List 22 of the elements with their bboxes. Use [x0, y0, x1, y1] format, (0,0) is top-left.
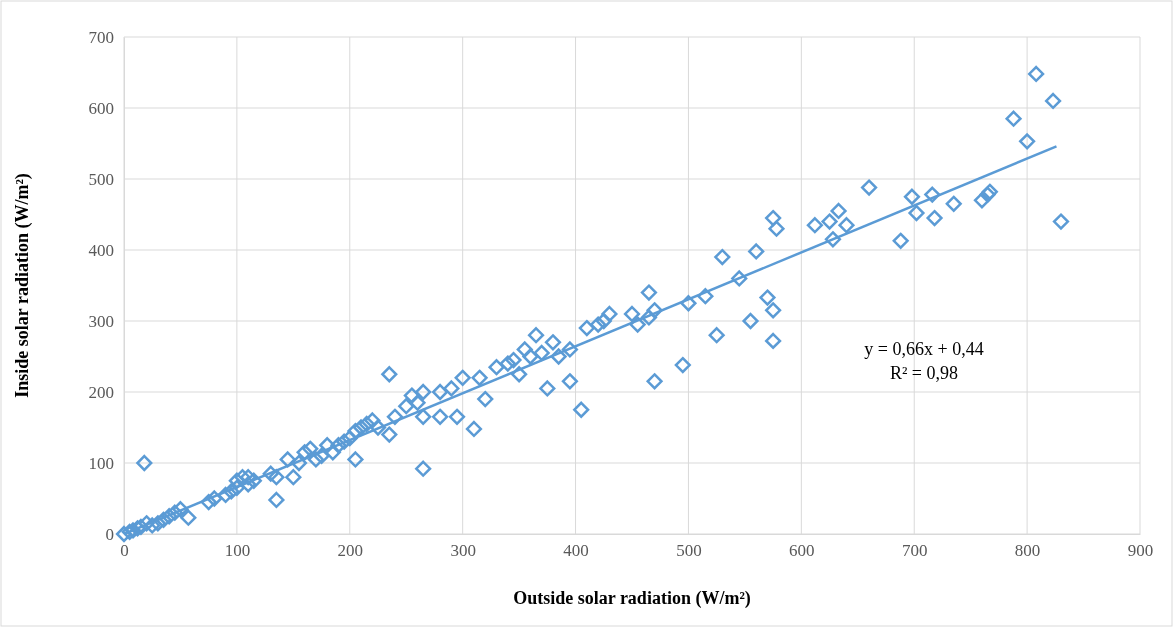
x-tick-label: 700	[901, 541, 928, 561]
y-tick-label: 100	[88, 453, 114, 473]
y-tick-label: 200	[88, 382, 114, 402]
y-tick-label: 600	[88, 98, 114, 118]
y-tick-label: 0	[105, 524, 114, 544]
x-tick-label: 900	[1127, 541, 1154, 561]
y-tick-label: 400	[88, 240, 114, 260]
x-tick-label: 100	[224, 541, 251, 561]
y-tick-label: 300	[88, 311, 114, 331]
x-tick-label: 0	[120, 541, 129, 561]
y-tick-label: 500	[88, 169, 114, 189]
x-tick-label: 800	[1014, 541, 1041, 561]
x-tick-label: 500	[676, 541, 702, 561]
x-tick-label: 300	[450, 541, 476, 561]
annotation: y = 0,66x + 0,44	[864, 339, 984, 359]
x-tick-label: 600	[789, 541, 815, 561]
y-axis-title: Inside solar radiation (W/m²)	[12, 173, 33, 398]
x-tick-label: 200	[337, 541, 364, 561]
x-tick-label: 400	[563, 541, 589, 561]
x-axis-title: Outside solar radiation (W/m²)	[513, 588, 751, 609]
annotation: R² = 0,98	[889, 363, 959, 383]
y-tick-label: 700	[88, 27, 114, 47]
